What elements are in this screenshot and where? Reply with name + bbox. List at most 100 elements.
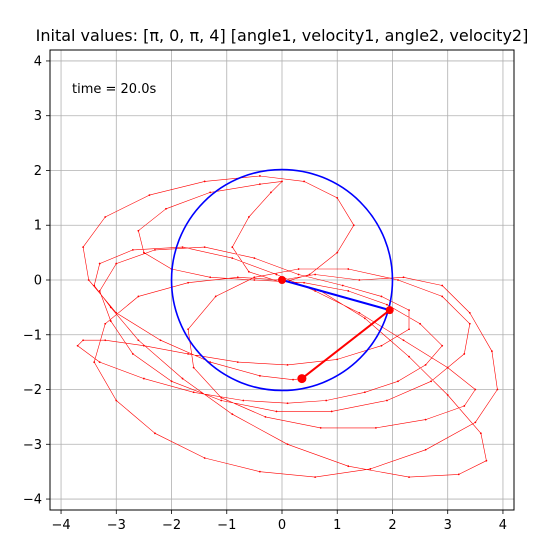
trail-point (347, 268, 349, 270)
trail-point (231, 246, 233, 248)
trail-point (314, 476, 316, 478)
trail-point (408, 309, 410, 311)
trail-point (381, 345, 383, 347)
y-tick-label: 2 (34, 164, 42, 179)
trail-point (425, 449, 427, 451)
x-tick-label: 0 (278, 518, 286, 533)
trail-point (265, 416, 267, 418)
trail-point (99, 290, 101, 292)
trail-point (336, 252, 338, 254)
trail-point (132, 249, 134, 251)
trail-point (259, 375, 261, 377)
trail-point (248, 216, 250, 218)
trail-point (469, 323, 471, 325)
trail-point (160, 339, 162, 341)
trail-point (209, 276, 211, 278)
trail-point (347, 465, 349, 467)
trail-point (242, 400, 244, 402)
trail-point (259, 183, 261, 185)
trail-point (469, 312, 471, 314)
trail-point (314, 274, 316, 276)
y-tick-label: 0 (34, 274, 42, 289)
trail-point (325, 400, 327, 402)
trail-point (110, 306, 112, 308)
trail-point (342, 285, 344, 287)
x-tick-label: −4 (51, 518, 70, 533)
trail-point (353, 224, 355, 226)
trail-point (441, 296, 443, 298)
trail-point (165, 208, 167, 210)
trail-point (237, 276, 239, 278)
x-tick-label: 2 (388, 518, 396, 533)
trail-point (281, 181, 283, 183)
trail-point (447, 367, 449, 369)
trail-point (110, 320, 112, 322)
trail-point (480, 432, 482, 434)
trail-point (220, 397, 222, 399)
y-tick-label: −4 (23, 493, 42, 508)
trail-point (441, 345, 443, 347)
trail-point (403, 276, 405, 278)
trail-point (182, 378, 184, 380)
trail-point (463, 353, 465, 355)
trail-point (104, 323, 106, 325)
trail-point (309, 274, 311, 276)
trail-point (143, 378, 145, 380)
trail-point (231, 257, 233, 259)
time-annotation: time = 20.0s (72, 82, 156, 97)
trail-point (408, 476, 410, 478)
trail-point (259, 175, 261, 177)
x-tick-label: 1 (333, 518, 341, 533)
trail-point (386, 400, 388, 402)
trail-point (375, 427, 377, 429)
trail-point (82, 339, 84, 341)
trail-point (93, 285, 95, 287)
trail-point (193, 391, 195, 393)
x-tick-label: 3 (444, 518, 452, 533)
trail-point (358, 279, 360, 281)
trail-point (149, 194, 151, 196)
y-tick-label: −2 (23, 383, 42, 398)
trail-point (204, 246, 206, 248)
trail-point (320, 427, 322, 429)
trail-point (154, 249, 156, 251)
trail-point (303, 181, 305, 183)
trail-point (497, 389, 499, 391)
trail-point (115, 400, 117, 402)
y-tick-label: −1 (23, 328, 42, 343)
trail-point (458, 474, 460, 476)
trail-point (474, 389, 476, 391)
y-tick-label: 1 (34, 219, 42, 234)
trail-point (220, 400, 222, 402)
trail-point (231, 413, 233, 415)
trail-point (204, 457, 206, 459)
y-tick-label: 4 (34, 54, 42, 69)
trail-point (187, 328, 189, 330)
trail-point (137, 296, 139, 298)
trail-point (397, 279, 399, 281)
trail-point (474, 421, 476, 423)
trail-point (331, 411, 333, 413)
trail-point (298, 274, 300, 276)
trail-point (298, 268, 300, 270)
trail-point (171, 380, 173, 382)
trail-point (287, 364, 289, 366)
y-tick-label: 3 (34, 109, 42, 124)
trail-point (209, 191, 211, 193)
trail-point (115, 312, 117, 314)
trail-point (336, 197, 338, 199)
trail-point (182, 246, 184, 248)
trail-point (204, 181, 206, 183)
trail-point (154, 432, 156, 434)
trail-point (132, 353, 134, 355)
x-tick-label: −1 (217, 518, 236, 533)
x-tick-label: −2 (162, 518, 181, 533)
trail-point (77, 345, 79, 347)
trail-point (369, 468, 371, 470)
trail-point (137, 339, 139, 341)
trail-point (403, 339, 405, 341)
trail-point (358, 312, 360, 314)
trail-point (143, 252, 145, 254)
trail-point (88, 279, 90, 281)
